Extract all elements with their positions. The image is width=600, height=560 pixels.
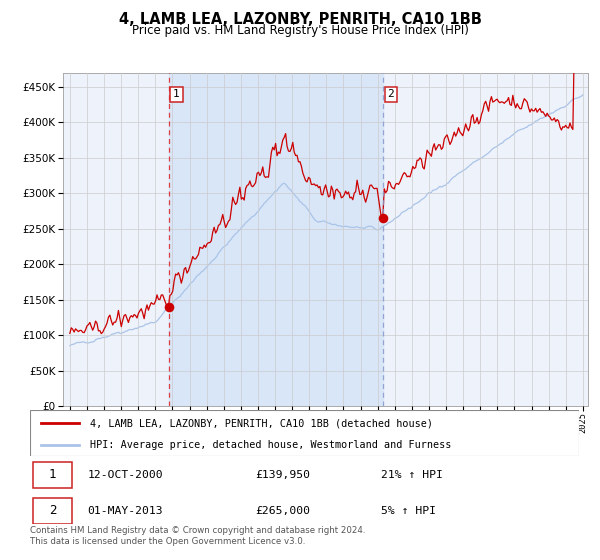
Text: 2: 2 xyxy=(388,90,394,100)
Text: HPI: Average price, detached house, Westmorland and Furness: HPI: Average price, detached house, West… xyxy=(91,440,452,450)
Text: £265,000: £265,000 xyxy=(255,506,310,516)
Text: 2: 2 xyxy=(49,504,56,517)
Text: 5% ↑ HPI: 5% ↑ HPI xyxy=(382,506,436,516)
Text: Contains HM Land Registry data © Crown copyright and database right 2024.
This d: Contains HM Land Registry data © Crown c… xyxy=(30,526,365,546)
Text: 4, LAMB LEA, LAZONBY, PENRITH, CA10 1BB (detached house): 4, LAMB LEA, LAZONBY, PENRITH, CA10 1BB … xyxy=(91,418,433,428)
Point xyxy=(379,214,388,223)
Text: Price paid vs. HM Land Registry's House Price Index (HPI): Price paid vs. HM Land Registry's House … xyxy=(131,24,469,36)
Bar xyxy=(577,73,588,406)
Point xyxy=(164,302,173,311)
Bar xyxy=(169,73,383,406)
Text: 12-OCT-2000: 12-OCT-2000 xyxy=(88,470,163,480)
Text: £139,950: £139,950 xyxy=(255,470,310,480)
Text: 21% ↑ HPI: 21% ↑ HPI xyxy=(382,470,443,480)
Text: 4, LAMB LEA, LAZONBY, PENRITH, CA10 1BB: 4, LAMB LEA, LAZONBY, PENRITH, CA10 1BB xyxy=(119,12,481,27)
Text: 01-MAY-2013: 01-MAY-2013 xyxy=(88,506,163,516)
FancyBboxPatch shape xyxy=(33,498,72,524)
FancyBboxPatch shape xyxy=(30,410,579,456)
Text: 1: 1 xyxy=(49,468,56,481)
Text: 1: 1 xyxy=(173,90,180,100)
FancyBboxPatch shape xyxy=(33,462,72,488)
